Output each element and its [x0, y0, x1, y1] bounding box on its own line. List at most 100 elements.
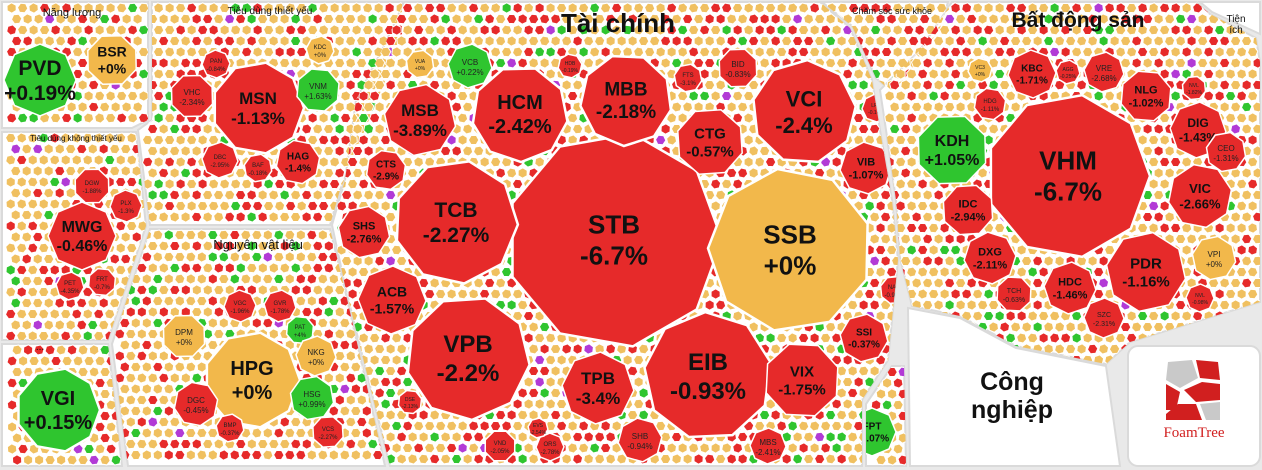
minor-tile[interactable] [714, 453, 727, 465]
minor-tile[interactable] [306, 200, 319, 212]
minor-tile[interactable] [110, 454, 122, 466]
minor-tile[interactable] [5, 176, 16, 188]
minor-tile[interactable] [60, 154, 71, 166]
minor-tile[interactable] [163, 135, 176, 145]
minor-tile[interactable] [10, 253, 22, 265]
minor-tile[interactable] [196, 273, 208, 285]
minor-tile[interactable] [1207, 35, 1220, 47]
minor-tile[interactable] [875, 222, 886, 234]
minor-tile[interactable] [141, 156, 154, 168]
minor-tile[interactable] [246, 189, 258, 201]
minor-tile[interactable] [906, 90, 917, 102]
minor-tile[interactable] [539, 343, 550, 355]
minor-tile[interactable] [1082, 332, 1094, 344]
minor-tile[interactable] [323, 306, 335, 318]
minor-tile[interactable] [147, 262, 158, 274]
minor-tile[interactable] [169, 416, 181, 428]
minor-tile[interactable] [180, 284, 191, 296]
minor-tile[interactable] [1159, 222, 1171, 234]
minor-tile[interactable] [939, 90, 951, 102]
minor-tile[interactable] [1246, 156, 1259, 168]
minor-tile[interactable] [545, 24, 556, 36]
minor-tile[interactable] [1004, 46, 1017, 58]
minor-tile[interactable] [32, 143, 44, 155]
minor-tile[interactable] [921, 299, 934, 311]
minor-tile[interactable] [138, 68, 149, 80]
minor-tile[interactable] [43, 165, 54, 177]
minor-tile[interactable] [803, 13, 815, 25]
minor-tile[interactable] [262, 229, 274, 241]
minor-tile[interactable] [418, 409, 429, 421]
minor-tile[interactable] [1081, 46, 1094, 58]
minor-tile[interactable] [22, 344, 34, 356]
minor-tile[interactable] [776, 420, 788, 432]
minor-tile[interactable] [16, 330, 28, 341]
minor-tile[interactable] [367, 35, 379, 47]
minor-tile[interactable] [126, 154, 138, 166]
minor-tile[interactable] [836, 431, 848, 443]
minor-tile[interactable] [361, 46, 374, 58]
minor-tile[interactable] [163, 200, 176, 212]
minor-tile[interactable] [141, 317, 153, 329]
minor-tile[interactable] [999, 13, 1011, 25]
minor-tile[interactable] [152, 383, 164, 395]
minor-tile[interactable] [1230, 57, 1242, 69]
minor-tile[interactable] [643, 2, 656, 14]
minor-tile[interactable] [119, 339, 131, 351]
minor-tile[interactable] [16, 242, 28, 254]
minor-tile[interactable] [982, 24, 995, 36]
minor-tile[interactable] [944, 35, 955, 47]
minor-tile[interactable] [240, 178, 253, 190]
minor-tile[interactable] [528, 321, 540, 333]
minor-tile[interactable] [1236, 288, 1247, 300]
minor-tile[interactable] [906, 266, 918, 278]
minor-tile[interactable] [114, 372, 126, 384]
minor-tile[interactable] [339, 112, 352, 124]
minor-tile[interactable] [1181, 310, 1193, 322]
minor-tile[interactable] [917, 112, 929, 124]
minor-tile[interactable] [339, 405, 351, 417]
minor-tile[interactable] [759, 13, 770, 25]
minor-tile[interactable] [77, 344, 89, 356]
minor-tile[interactable] [158, 123, 169, 135]
minor-tile[interactable] [566, 24, 579, 36]
minor-tile[interactable] [517, 453, 528, 465]
minor-tile[interactable] [268, 240, 280, 252]
minor-tile[interactable] [251, 427, 263, 439]
minor-tile[interactable] [704, 13, 715, 25]
minor-tile[interactable] [1185, 13, 1198, 25]
minor-tile[interactable] [98, 101, 111, 113]
minor-tile[interactable] [201, 35, 214, 47]
minor-tile[interactable] [218, 200, 231, 212]
minor-tile[interactable] [334, 284, 346, 296]
minor-tile[interactable] [152, 427, 164, 439]
minor-tile[interactable] [1148, 178, 1159, 190]
minor-tile[interactable] [836, 453, 847, 465]
minor-tile[interactable] [385, 79, 397, 91]
minor-tile[interactable] [357, 267, 370, 277]
minor-tile[interactable] [136, 306, 147, 318]
minor-tile[interactable] [1141, 321, 1154, 333]
minor-tile[interactable] [213, 35, 225, 47]
minor-tile[interactable] [847, 409, 859, 421]
minor-tile[interactable] [340, 90, 352, 102]
minor-tile[interactable] [1174, 57, 1187, 69]
minor-tile[interactable] [152, 405, 164, 417]
minor-tile[interactable] [179, 13, 192, 25]
minor-tile[interactable] [928, 90, 940, 102]
minor-tile[interactable] [126, 90, 139, 102]
minor-tile[interactable] [99, 367, 111, 377]
minor-tile[interactable] [11, 344, 23, 356]
minor-tile[interactable] [402, 420, 414, 432]
minor-tile[interactable] [1159, 178, 1171, 190]
minor-tile[interactable] [889, 145, 901, 157]
minor-tile[interactable] [922, 255, 934, 267]
minor-tile[interactable] [219, 24, 230, 36]
minor-tile[interactable] [21, 319, 33, 331]
minor-tile[interactable] [472, 13, 485, 25]
minor-tile[interactable] [720, 90, 733, 102]
minor-tile[interactable] [406, 167, 419, 179]
minor-tile[interactable] [88, 366, 100, 378]
minor-tile[interactable] [329, 2, 340, 14]
minor-tile[interactable] [895, 178, 907, 190]
